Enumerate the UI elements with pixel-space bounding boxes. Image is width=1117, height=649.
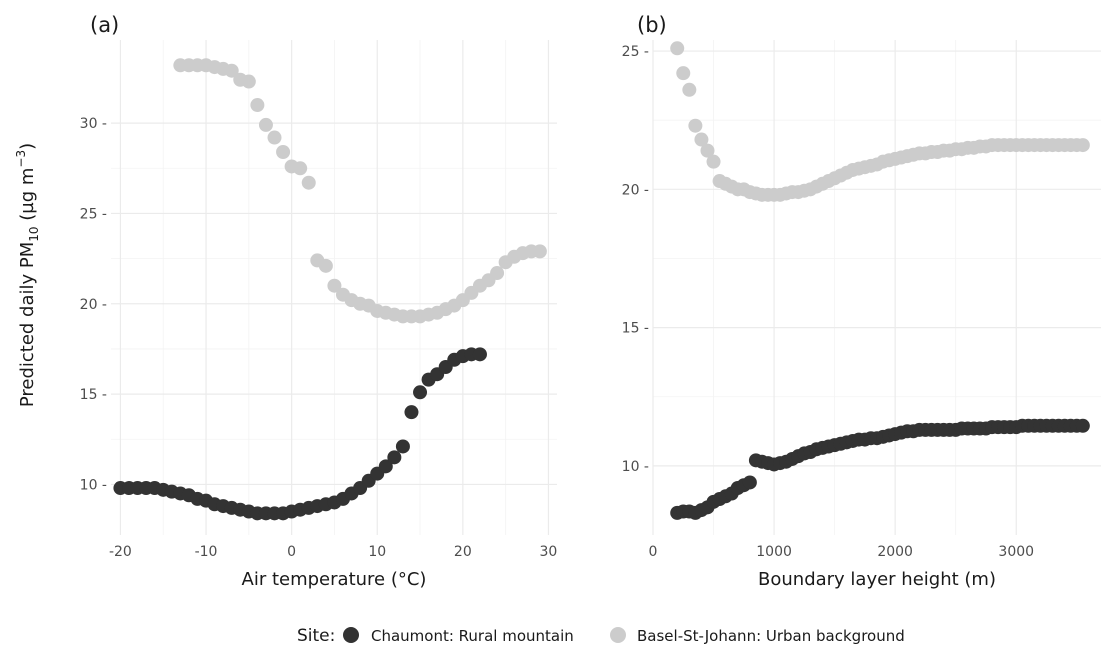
legend: Site: Chaumont: Rural mountain Basel-St-… (297, 626, 905, 646)
x-tick-label: 10 (368, 544, 386, 560)
legend-marker-basel (610, 627, 626, 643)
x-tick-label: 20 (454, 544, 472, 560)
x-tick-label: 3000 (998, 544, 1034, 560)
y-axis-title-main: Predicted daily PM (17, 242, 38, 407)
data-point (532, 244, 547, 259)
data-point (241, 74, 256, 89)
y-axis-title-unit-sup: −3 (14, 150, 28, 168)
data-point (404, 405, 419, 420)
data-point (250, 98, 265, 113)
data-point (318, 258, 333, 273)
data-point (224, 63, 239, 78)
legend-title: Site: (297, 626, 335, 645)
y-tick-label: 20 - (80, 297, 107, 313)
y-axis-title-unit-post: ) (17, 143, 38, 150)
data-point (378, 459, 393, 474)
data-point (706, 154, 721, 169)
data-point (267, 130, 282, 145)
x-tick-label: 0 (287, 544, 296, 560)
y-axis-title-sub: 10 (27, 226, 41, 241)
panel-label-b: (b) (637, 13, 667, 37)
series-basel (670, 41, 1090, 202)
y-axis-title: Predicted daily PM10 (µg m−3) (14, 143, 41, 407)
panel-a: -20 -10 0 10 20 30 10 - 15 - 20 - 25 - 30 - (a) Air … (80, 13, 558, 590)
y-tick-label: 10 - (80, 477, 107, 493)
y-axis-title-unit-pre: (µg m (17, 168, 38, 227)
data-point (301, 175, 316, 190)
legend-label-chaumont: Chaumont: Rural mountain (371, 627, 574, 645)
data-point (413, 385, 428, 400)
legend-marker-chaumont (343, 627, 359, 643)
data-point (387, 450, 402, 465)
series-basel (173, 58, 547, 324)
series-chaumont (113, 347, 487, 521)
x-axis-title-b: Boundary layer height (m) (758, 569, 996, 590)
series-chaumont (670, 418, 1090, 520)
y-tick-label: 10 - (622, 459, 649, 475)
data-point (742, 475, 757, 490)
y-tick-label: 20 - (622, 182, 649, 198)
data-point (258, 117, 273, 132)
data-point (395, 439, 410, 454)
x-tick-label: -20 (109, 544, 132, 560)
data-point (327, 278, 342, 293)
data-point (676, 66, 691, 81)
y-tick-label: 30 - (80, 116, 107, 132)
y-tick-label: 15 - (622, 321, 649, 337)
x-tick-label: 0 (649, 544, 658, 560)
x-tick-label: 1000 (756, 544, 792, 560)
legend-label-basel: Basel-St-Johann: Urban background (637, 627, 905, 645)
data-point (694, 132, 709, 147)
data-point (276, 145, 291, 160)
x-tick-label: -10 (195, 544, 218, 560)
data-point (293, 161, 308, 176)
y-tick-label: 25 - (622, 44, 649, 60)
panel-label-a: (a) (90, 13, 119, 37)
data-point (490, 266, 505, 281)
data-point (688, 118, 703, 133)
y-tick-label: 25 - (80, 206, 107, 222)
y-tick-label: 15 - (80, 387, 107, 403)
x-tick-label: 30 (540, 544, 558, 560)
data-point (700, 143, 715, 158)
x-tick-label: 2000 (877, 544, 913, 560)
panel-b: 0 1000 2000 3000 10 - 15 - 20 - 25 - (b) Boundary… (622, 13, 1101, 590)
data-point (682, 82, 697, 97)
x-axis-title-a: Air temperature (°C) (242, 569, 427, 590)
data-point (1075, 138, 1090, 153)
data-point (670, 41, 685, 56)
data-point (1075, 418, 1090, 433)
data-point (472, 347, 487, 362)
